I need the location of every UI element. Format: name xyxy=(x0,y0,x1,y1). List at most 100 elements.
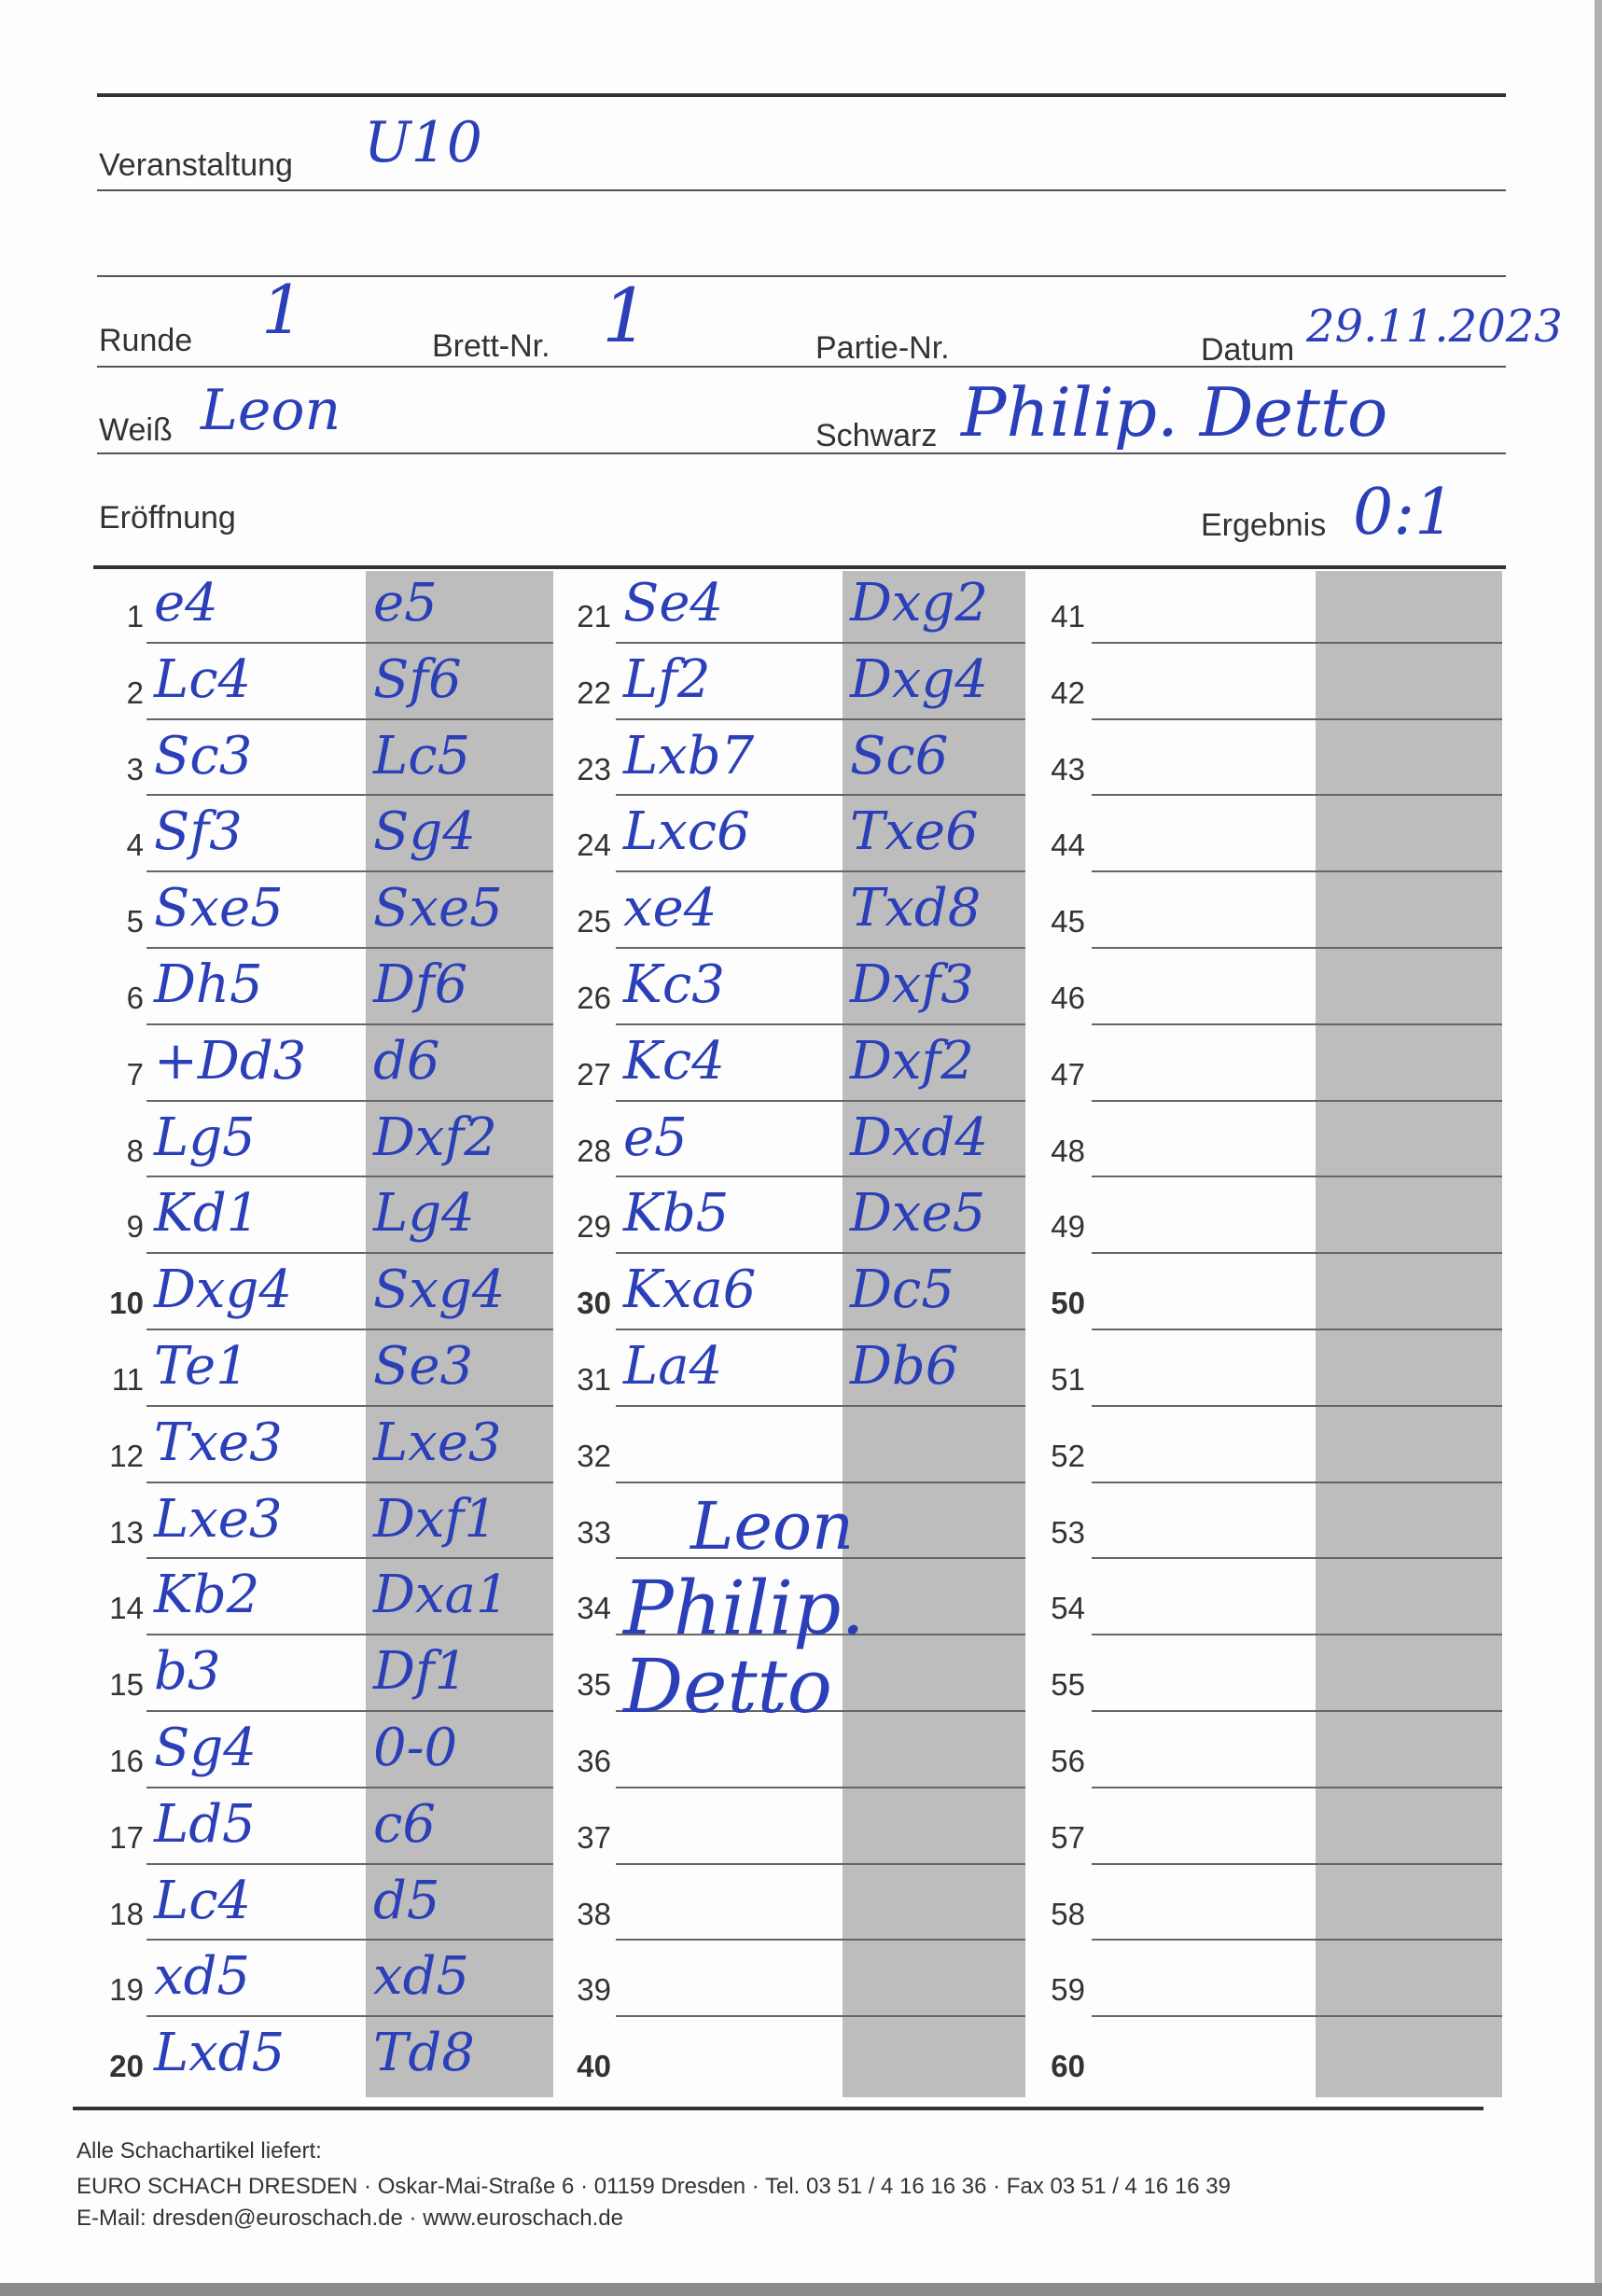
black-move[interactable]: Txe6 xyxy=(850,801,979,863)
white-move[interactable]: Lc4 xyxy=(154,648,252,710)
scan-edge xyxy=(1595,0,1602,2296)
white-move[interactable]: xe4 xyxy=(623,878,717,939)
move-number: 51 xyxy=(1051,1362,1085,1397)
row-line xyxy=(1092,947,1502,949)
result-value[interactable]: 0:1 xyxy=(1353,476,1456,550)
move-number: 21 xyxy=(577,599,611,633)
black-move[interactable]: xd5 xyxy=(373,1946,470,2008)
white-move[interactable]: Lxb7 xyxy=(623,725,755,786)
white-move[interactable]: Se4 xyxy=(623,573,724,633)
board-value[interactable]: 1 xyxy=(602,272,649,359)
move-number: 18 xyxy=(109,1896,144,1931)
white-move[interactable]: Txe3 xyxy=(154,1412,283,1473)
row-line xyxy=(146,1557,553,1560)
white-move[interactable]: Lxe3 xyxy=(154,1488,283,1550)
white-move[interactable]: La4 xyxy=(623,1336,723,1397)
move-number: 31 xyxy=(577,1362,611,1397)
white-move[interactable]: Lf2 xyxy=(623,648,711,710)
black-move[interactable]: Lc5 xyxy=(373,725,471,786)
black-move[interactable]: Dxf2 xyxy=(373,1106,497,1168)
white-move[interactable]: Kb5 xyxy=(623,1183,730,1245)
move-number: 5 xyxy=(126,904,144,939)
game-label: Partie-Nr. xyxy=(815,330,950,366)
black-move[interactable]: Dxd4 xyxy=(850,1106,988,1168)
black-move[interactable]: Sxe5 xyxy=(373,878,503,939)
event-value[interactable]: U10 xyxy=(364,110,482,175)
white-move[interactable]: Kd1 xyxy=(154,1183,260,1245)
white-move[interactable]: Lxd5 xyxy=(154,2023,286,2084)
black-move[interactable]: Df6 xyxy=(373,954,468,1015)
white-move[interactable]: Kc3 xyxy=(623,954,725,1015)
white-move[interactable]: +Dd3 xyxy=(154,1030,307,1092)
black-move[interactable]: Dxa1 xyxy=(373,1565,509,1626)
row-line xyxy=(146,794,553,797)
white-move[interactable]: Lg5 xyxy=(154,1106,256,1168)
white-move[interactable]: Dxg4 xyxy=(154,1259,292,1321)
round-value[interactable]: 1 xyxy=(261,271,304,349)
black-move[interactable]: 0-0 xyxy=(373,1718,458,1778)
row-line xyxy=(1092,1176,1502,1178)
black-move[interactable]: Dxg2 xyxy=(850,573,988,633)
row-line xyxy=(616,1023,1025,1025)
black-move[interactable]: Sf6 xyxy=(373,648,462,710)
black-move-column xyxy=(1316,571,1502,2097)
row-line xyxy=(616,2015,1025,2018)
white-move[interactable]: e4 xyxy=(154,573,218,633)
row-line xyxy=(1092,641,1502,644)
row-line xyxy=(146,870,553,873)
black-move[interactable]: Dxg4 xyxy=(850,648,988,710)
white-move[interactable]: e5 xyxy=(623,1106,688,1168)
row-line xyxy=(616,1099,1025,1102)
black-move[interactable]: Dc5 xyxy=(850,1259,954,1321)
black-move[interactable]: Lg4 xyxy=(373,1183,475,1245)
white-move[interactable]: Sg4 xyxy=(154,1718,257,1778)
date-label: Datum xyxy=(1201,332,1295,368)
players-line xyxy=(97,452,1506,454)
black-move[interactable]: c6 xyxy=(373,1793,436,1855)
move-number: 53 xyxy=(1051,1514,1085,1550)
white-move[interactable]: Lxc6 xyxy=(623,801,750,863)
black-move[interactable]: Sg4 xyxy=(373,801,476,863)
row-line xyxy=(1092,1710,1502,1712)
move-number: 48 xyxy=(1051,1133,1085,1168)
row-line xyxy=(1092,1634,1502,1636)
black-move[interactable]: Db6 xyxy=(850,1336,959,1397)
black-move-column xyxy=(843,571,1025,2097)
black-move[interactable]: Dxf1 xyxy=(373,1488,497,1550)
move-number: 2 xyxy=(126,675,144,710)
black-move[interactable]: Sc6 xyxy=(850,725,949,786)
white-move[interactable]: Sf3 xyxy=(154,801,243,863)
black-move[interactable]: Se3 xyxy=(373,1336,474,1397)
move-number: 60 xyxy=(1051,2049,1085,2084)
white-move[interactable]: Dh5 xyxy=(154,954,263,1015)
black-move[interactable]: e5 xyxy=(373,573,438,633)
row-line xyxy=(1092,1329,1502,1330)
white-value[interactable]: Leon xyxy=(201,378,341,443)
white-move[interactable]: Sc3 xyxy=(154,725,253,786)
move-number: 22 xyxy=(577,675,611,710)
black-move[interactable]: Td8 xyxy=(373,2023,475,2084)
white-move[interactable]: b3 xyxy=(154,1641,221,1703)
board-label: Brett-Nr. xyxy=(432,328,550,364)
black-move[interactable]: d5 xyxy=(373,1870,440,1931)
black-move[interactable]: Dxe5 xyxy=(850,1183,986,1245)
black-move[interactable]: Sxg4 xyxy=(373,1259,506,1321)
black-move[interactable]: Dxf2 xyxy=(850,1030,974,1092)
white-move[interactable]: Ld5 xyxy=(154,1793,256,1855)
white-move[interactable]: Kc4 xyxy=(623,1030,725,1092)
black-move[interactable]: d6 xyxy=(373,1030,440,1092)
black-move[interactable]: Lxe3 xyxy=(373,1412,502,1473)
black-move[interactable]: Dxf3 xyxy=(850,954,974,1015)
black-move[interactable]: Txd8 xyxy=(850,878,982,939)
white-move[interactable]: Lc4 xyxy=(154,1870,252,1931)
top-rule xyxy=(97,93,1506,97)
black-move[interactable]: Df1 xyxy=(373,1641,468,1703)
black-value[interactable]: Philip. Detto xyxy=(961,373,1388,452)
white-move[interactable]: Te1 xyxy=(154,1336,249,1397)
white-move[interactable]: Sxe5 xyxy=(154,878,284,939)
row-line xyxy=(146,1939,553,1941)
white-move[interactable]: Kb2 xyxy=(154,1565,260,1626)
white-move[interactable]: Kxa6 xyxy=(623,1259,757,1321)
white-move[interactable]: xd5 xyxy=(154,1946,251,2008)
date-value[interactable]: 29.11.2023 xyxy=(1306,300,1563,353)
